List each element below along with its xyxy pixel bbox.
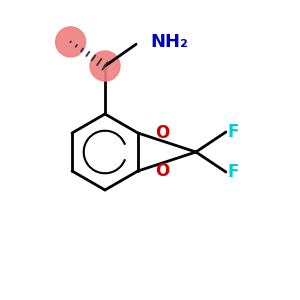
Text: O: O (155, 162, 169, 180)
Text: O: O (155, 124, 169, 142)
Circle shape (90, 51, 120, 81)
Text: F: F (227, 163, 238, 181)
Text: F: F (227, 123, 238, 141)
Circle shape (56, 27, 86, 57)
Text: NH₂: NH₂ (150, 33, 188, 51)
